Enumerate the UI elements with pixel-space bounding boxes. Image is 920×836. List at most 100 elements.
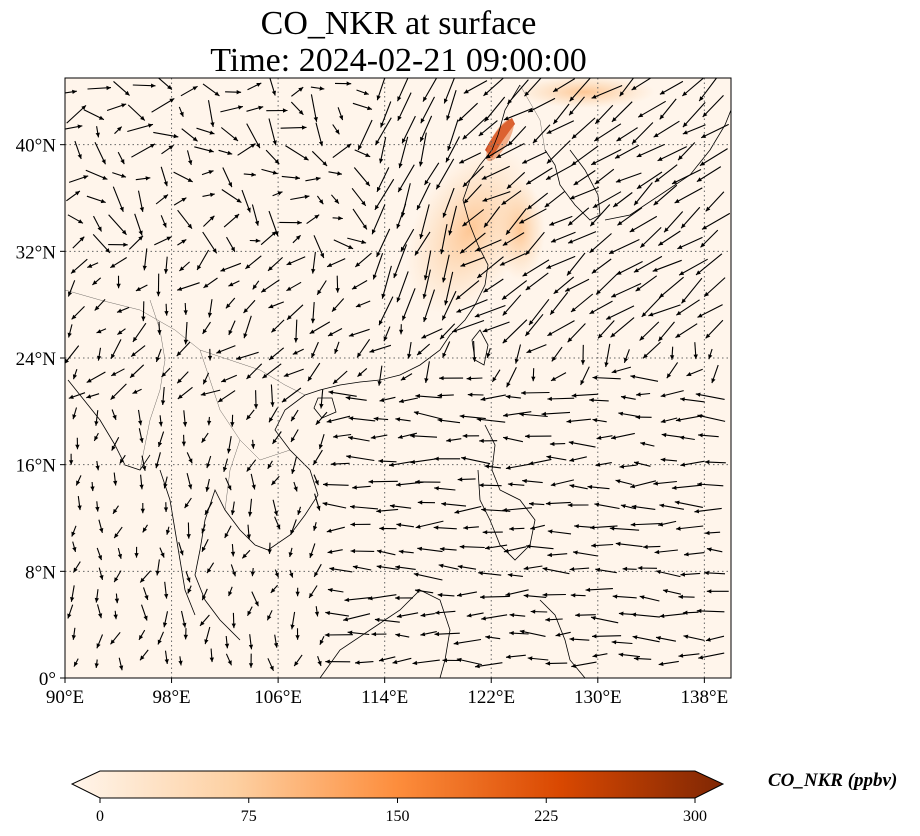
wind-arrow-head	[705, 530, 710, 536]
wind-arrow-head	[523, 593, 529, 598]
wind-arrow-head	[271, 90, 276, 96]
wind-arrow-head	[519, 412, 524, 417]
wind-arrow-head	[421, 334, 427, 339]
wind-arrow-head	[181, 197, 187, 202]
wind-arrow-head	[640, 441, 646, 446]
wind-arrow-head	[120, 159, 125, 165]
wind-arrow-head	[117, 553, 122, 559]
wind-arrow-head	[418, 161, 424, 167]
wind-arrow-head	[330, 461, 336, 467]
wind-arrow	[503, 411, 532, 417]
wind-arrow-head	[328, 331, 333, 336]
wind-arrow	[398, 136, 409, 169]
wind-arrow-head	[396, 297, 401, 303]
wind-arrow-head	[412, 660, 418, 666]
wind-arrow-head	[367, 106, 372, 111]
wind-arrow-head	[525, 285, 531, 291]
wind-arrow-head	[203, 379, 208, 385]
wind-arrow	[547, 397, 575, 400]
wind-arrow-head	[245, 264, 251, 269]
wind-arrow-head	[653, 133, 659, 138]
wind-arrow-head	[313, 459, 318, 465]
wind-arrow-head	[475, 664, 480, 669]
wind-arrow-head	[589, 309, 595, 314]
wind-arrow-head	[675, 333, 681, 338]
wind-arrow-head	[322, 161, 328, 166]
wind-arrow-head	[117, 330, 123, 335]
wind-arrow-head	[568, 220, 573, 226]
wind-arrow-head	[529, 501, 534, 507]
wind-arrow-head	[77, 505, 82, 511]
wind-arrow	[702, 95, 724, 118]
wind-arrow-head	[683, 634, 689, 639]
wind-arrow-head	[546, 158, 552, 164]
wind-arrow-head	[590, 525, 595, 530]
wind-arrow-head	[238, 105, 243, 110]
wind-arrow-head	[389, 504, 395, 509]
co-plume-core-halo	[486, 118, 514, 162]
wind-arrow-head	[590, 221, 595, 227]
wind-arrow-head	[661, 432, 667, 438]
lat-tick-label: 40°N	[16, 136, 57, 157]
wind-arrow	[462, 165, 484, 188]
wind-arrow	[376, 78, 386, 101]
lat-tick-label: 16°N	[16, 456, 57, 477]
wind-arrow	[616, 261, 643, 276]
wind-arrow-head	[541, 411, 547, 417]
wind-arrow-head	[123, 242, 128, 247]
wind-arrow-head	[499, 261, 505, 266]
wind-arrow-head	[71, 531, 76, 537]
wind-arrow-head	[503, 548, 509, 553]
wind-arrow-head	[155, 570, 160, 576]
wind-arrow-head	[433, 525, 439, 530]
wind-arrow-head	[609, 249, 614, 254]
wind-arrow-head	[202, 546, 206, 552]
wind-arrow-head	[398, 549, 404, 554]
wind-arrow	[520, 391, 550, 394]
wind-arrow-head	[595, 462, 601, 467]
wind-arrow-head	[114, 533, 119, 539]
wind-arrow-head	[460, 248, 465, 254]
wind-arrow-head	[413, 411, 419, 416]
wind-arrow-head	[250, 444, 256, 449]
wind-arrow-head	[696, 608, 702, 614]
wind-arrow-head	[370, 435, 376, 440]
wind-arrow-head	[76, 480, 81, 486]
wind-arrow-head	[269, 355, 274, 360]
wind-arrow-head	[334, 198, 339, 204]
wind-arrow-head	[680, 572, 685, 577]
wind-arrow-head	[256, 83, 262, 87]
wind-arrow-head	[550, 482, 556, 487]
wind-arrow	[412, 659, 440, 665]
wind-arrow-head	[369, 348, 375, 353]
wind-arrow-head	[569, 637, 575, 642]
wind-arrow-head	[313, 525, 318, 531]
wind-arrow-head	[95, 132, 100, 138]
wind-arrow	[423, 289, 436, 323]
wind-arrow-head	[289, 572, 294, 578]
wind-arrow-head	[165, 529, 171, 535]
wind-arrow-head	[446, 115, 451, 121]
wind-arrow-head	[485, 635, 491, 640]
wind-arrow-head	[168, 145, 174, 150]
wind-arrow-head	[502, 338, 508, 344]
lon-tick-label: 98°E	[152, 687, 190, 708]
wind-arrow-head	[596, 435, 602, 440]
wind-arrow	[637, 100, 666, 118]
wind-arrow-head	[145, 176, 151, 181]
wind-arrow-head	[503, 116, 509, 121]
wind-arrow-head	[641, 312, 647, 317]
wind-arrow-head	[439, 376, 444, 381]
wind-arrow	[591, 84, 623, 99]
borneo-coast	[319, 589, 451, 678]
wind-arrow-head	[694, 509, 700, 514]
wind-arrow-head	[113, 508, 118, 514]
wind-arrow-head	[250, 143, 256, 148]
china-coast	[304, 84, 521, 396]
wind-arrow-head	[684, 552, 689, 557]
wind-arrow	[631, 122, 654, 145]
wind-arrow-head	[545, 501, 551, 506]
wind-arrow-head	[246, 374, 252, 379]
wind-arrow-head	[611, 293, 617, 298]
wind-arrow-head	[323, 482, 328, 487]
